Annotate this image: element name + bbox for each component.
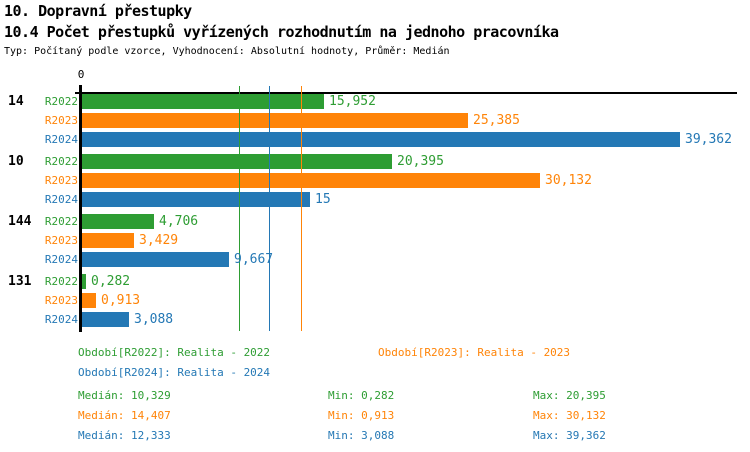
plot-area: 14 R2022 15,952 R2023 25,385 R2024 39,362 10 R20…	[8, 86, 732, 331]
bar	[82, 132, 680, 147]
chart-subtitle: 10.4 Počet přestupků vyřízených rozhodnu…	[4, 23, 559, 41]
category-label: 144	[8, 214, 32, 229]
series-row-label: R2023	[44, 174, 78, 187]
stat-min: Min: 3,088	[328, 429, 395, 442]
stat-max: Max: 39,362	[533, 429, 606, 442]
series-row-label: R2023	[44, 234, 78, 247]
x-axis-zero-label: 0	[77, 68, 85, 81]
series-row-label: R2022	[44, 95, 78, 108]
bar-value-label: 25,385	[473, 113, 520, 128]
bar-value-label: 15	[315, 192, 331, 207]
legend-item-r2023: Období[R2023]: Realita - 2023	[378, 346, 571, 359]
bar	[82, 94, 324, 109]
chart-footer: Období[R2022]: Realita - 2022 Období[R202…	[0, 340, 750, 452]
median-line-r2022	[239, 86, 240, 331]
bar	[82, 173, 540, 188]
bar-value-label: 3,088	[134, 312, 174, 327]
series-row-label: R2022	[44, 215, 78, 228]
bar-value-label: 15,952	[329, 94, 376, 109]
bar	[82, 154, 392, 169]
category-label: 10	[8, 154, 24, 169]
series-row-label: R2024	[44, 133, 78, 146]
series-row-label: R2023	[44, 294, 78, 307]
legend-item-r2022: Období[R2022]: Realita - 2022	[78, 346, 271, 359]
bar	[82, 192, 310, 207]
bar	[82, 293, 96, 308]
bar	[82, 113, 468, 128]
series-row-label: R2024	[44, 313, 78, 326]
bar	[82, 214, 154, 229]
stat-median: Medián: 10,329	[78, 389, 171, 402]
page-title: 10. Dopravní přestupky	[4, 2, 192, 20]
bar	[82, 233, 134, 248]
stat-median: Medián: 14,407	[78, 409, 171, 422]
median-line-r2023	[301, 86, 302, 331]
bar	[82, 312, 129, 327]
stat-min: Min: 0,282	[328, 389, 395, 402]
bar	[82, 252, 229, 267]
series-row-label: R2022	[44, 275, 78, 288]
legend-item-r2024: Období[R2024]: Realita - 2024	[78, 366, 271, 379]
bar-value-label: 3,429	[139, 233, 179, 248]
x-axis-line	[75, 92, 737, 94]
stat-median: Medián: 12,333	[78, 429, 171, 442]
bar-value-label: 20,395	[397, 154, 444, 169]
chart-meta-line: Typ: Počítaný podle vzorce, Vyhodnocení:…	[4, 46, 450, 57]
bar-value-label: 4,706	[159, 214, 199, 229]
stat-max: Max: 20,395	[533, 389, 606, 402]
series-row-label: R2024	[44, 193, 78, 206]
series-row-label: R2024	[44, 253, 78, 266]
bar-value-label: 39,362	[685, 132, 732, 147]
series-row-label: R2023	[44, 114, 78, 127]
bar	[82, 274, 86, 289]
stat-max: Max: 30,132	[533, 409, 606, 422]
bar-value-label: 0,282	[91, 274, 131, 289]
bar-value-label: 30,132	[545, 173, 592, 188]
bar-value-label: 9,667	[234, 252, 274, 267]
series-row-label: R2022	[44, 155, 78, 168]
bar-value-label: 0,913	[101, 293, 141, 308]
category-label: 131	[8, 274, 32, 289]
category-label: 14	[8, 94, 24, 109]
y-axis-line	[79, 85, 82, 332]
median-line-r2024	[269, 86, 270, 331]
stat-min: Min: 0,913	[328, 409, 395, 422]
